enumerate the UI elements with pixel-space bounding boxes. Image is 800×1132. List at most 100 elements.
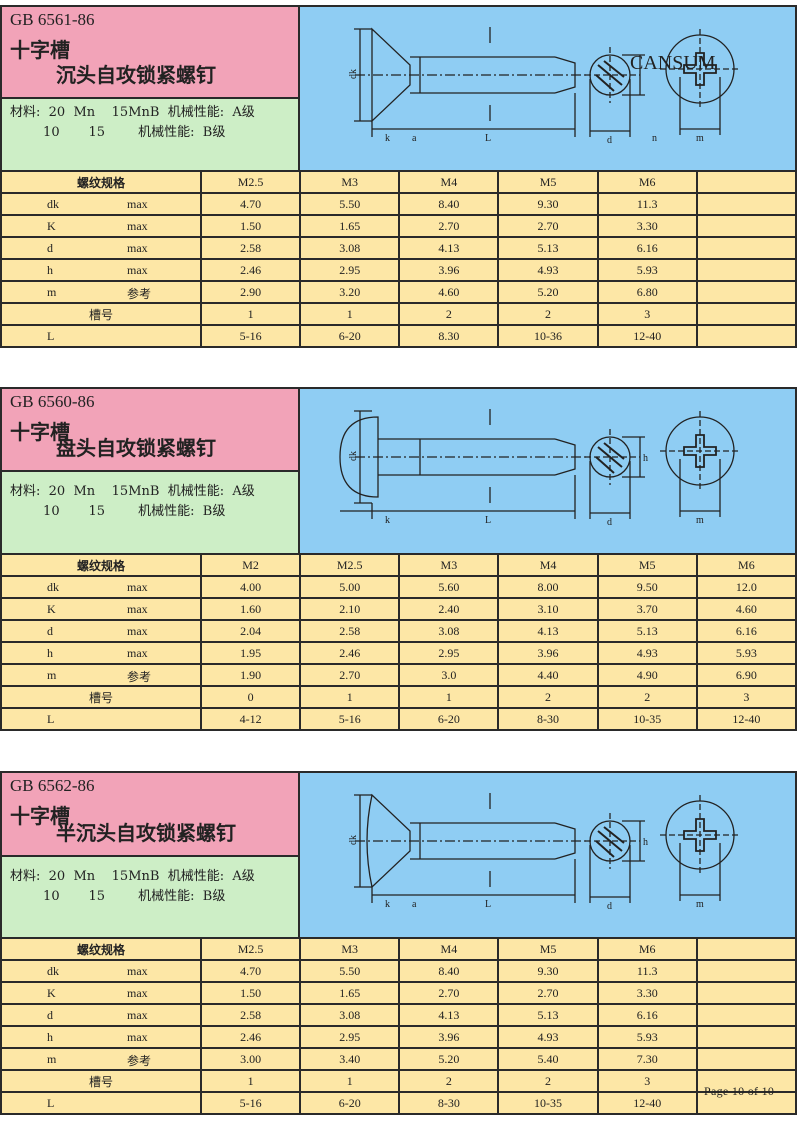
table-row: d max 2.58 3.08 4.13 5.13 6.16 [0,236,798,260]
screw-spec-section: GB 6561-86 十字槽 沉头自攻锁紧螺钉 材料: 20 Mn 15MnB … [0,5,798,348]
table-row: L 5-16 6-20 8-30 10-35 12-40 [0,1091,798,1115]
label-m: m [696,515,704,526]
table-row: d max 2.04 2.58 3.08 4.13 5.13 6.16 [0,619,798,643]
row-label: m 参考 [0,280,202,304]
label-h: h [643,453,648,464]
label-k: k [385,899,390,910]
row-qualifier: max [127,624,148,638]
spec-table: 螺纹规格 M2 M2.5 M3 M4 M5 M6 dk max 4.00 5.00 5.60 8.00 9… [0,553,798,731]
table-cell: 4.40 [497,663,599,687]
section-header-left: GB 6560-86 十字槽 盘头自攻锁紧螺钉 材料: 20 Mn 15MnB … [2,389,300,555]
table-cell: 2.58 [199,236,302,260]
row-symbol: dk [47,580,59,594]
table-cell: 2 [497,302,599,326]
table-cell: 4.13 [497,619,599,643]
table-cell: 4.00 [199,575,302,599]
size-header: M4 [398,170,500,194]
table-cell: 5.93 [596,1025,698,1049]
screw-spec-section: GB 6562-86 十字槽 半沉头自攻锁紧螺钉 材料: 20 Mn 15MnB… [0,771,798,1115]
table-cell: 4.93 [497,1025,599,1049]
title-line-1: 十字槽 [10,420,70,444]
label-d: d [607,135,612,146]
size-header: M2 [199,553,302,577]
material-line-2: 10 15 机械性能: B级 [10,125,226,140]
size-header: M5 [497,937,599,961]
table-cell: 6.16 [596,1003,698,1027]
label-a: a [412,133,417,144]
table-cell: 1.95 [199,641,302,665]
table-cell: 9.30 [497,959,599,983]
table-cell: 5.93 [695,641,798,665]
size-header: M4 [497,553,599,577]
table-cell [695,1025,798,1049]
watermark: CANSUM [630,52,716,74]
standard-code: GB 6562-86 [10,776,95,795]
table-cell: 2.70 [398,981,500,1005]
table-cell: 9.50 [596,575,698,599]
section-header-left: GB 6562-86 十字槽 半沉头自攻锁紧螺钉 材料: 20 Mn 15MnB… [2,773,300,939]
label-k: k [385,133,390,144]
table-cell: 5.93 [596,258,698,282]
table-cell: 5.20 [497,280,599,304]
spec-table: 螺纹规格 M2.5 M3 M4 M5 M6 dk max 4.70 5.50 8.40 9.30 11.… [0,937,798,1115]
row-symbol: L [47,329,55,343]
page-footer: Page 10 of 10 [704,1084,775,1098]
table-cell: 2.70 [497,214,599,238]
table-cell: 8.30 [398,324,500,348]
row-symbol: m [47,1052,57,1066]
size-header: M5 [497,170,599,194]
row-label: d max [0,236,202,260]
row-qualifier: max [127,219,148,233]
size-header: M6 [596,170,698,194]
table-cell: 2 [497,1069,599,1093]
title-block: GB 6561-86 十字槽 沉头自攻锁紧螺钉 [2,7,298,99]
row-label: dk max [0,192,202,216]
size-header: M3 [398,553,500,577]
table-cell: 5-16 [199,324,302,348]
screw-diagram: dk k a L d n m [348,27,740,146]
row-label: L [0,707,202,731]
table-cell: 2.95 [398,641,500,665]
table-cell: 4.60 [398,280,500,304]
table-cell: 3.96 [398,1025,500,1049]
row-label: m 参考 [0,1047,202,1071]
table-cell: 1 [299,302,401,326]
table-cell [695,1069,798,1093]
row-label: d max [0,1003,202,1027]
row-label: L [0,1091,202,1115]
table-cell: 1 [199,1069,302,1093]
table-cell: 2.95 [299,1025,401,1049]
table-cell: 5.50 [299,192,401,216]
table-cell: 6.16 [695,619,798,643]
table-cell: 5.13 [497,236,599,260]
row-qualifier: max [127,263,148,277]
table-cell: 3 [596,302,698,326]
table-cell: 1.65 [299,214,401,238]
screw-diagram: dk k a L d h m [348,793,740,912]
diagram-panel: dk k a L d h m [300,773,795,939]
table-row: h max 2.46 2.95 3.96 4.93 5.93 [0,258,798,282]
table-cell: 2.04 [199,619,302,643]
table-cell: 12-40 [695,707,798,731]
table-row: dk max 4.70 5.50 8.40 9.30 11.3 [0,959,798,983]
size-header: M6 [596,937,698,961]
table-row: 槽号 1 1 2 2 3 [0,1069,798,1093]
table-cell: 3.10 [497,597,599,621]
row-label: L [0,324,202,348]
row-label: h max [0,641,202,665]
table-cell [695,1003,798,1027]
size-header: M3 [299,170,401,194]
table-cell: 4.13 [398,236,500,260]
row-label: 槽号 [0,685,202,709]
row-qualifier: max [127,197,148,211]
material-block: 材料: 20 Mn 15MnB 机械性能: A级 10 15 机械性能: B级 [2,857,298,939]
table-cell: 6-20 [299,1091,401,1115]
row-symbol: L [47,712,55,726]
row-symbol: dk [47,197,59,211]
table-cell: 2.10 [299,597,401,621]
table-cell: 8.00 [497,575,599,599]
row-qualifier: max [127,241,148,255]
table-cell: 3 [596,1069,698,1093]
table-cell: 1.65 [299,981,401,1005]
